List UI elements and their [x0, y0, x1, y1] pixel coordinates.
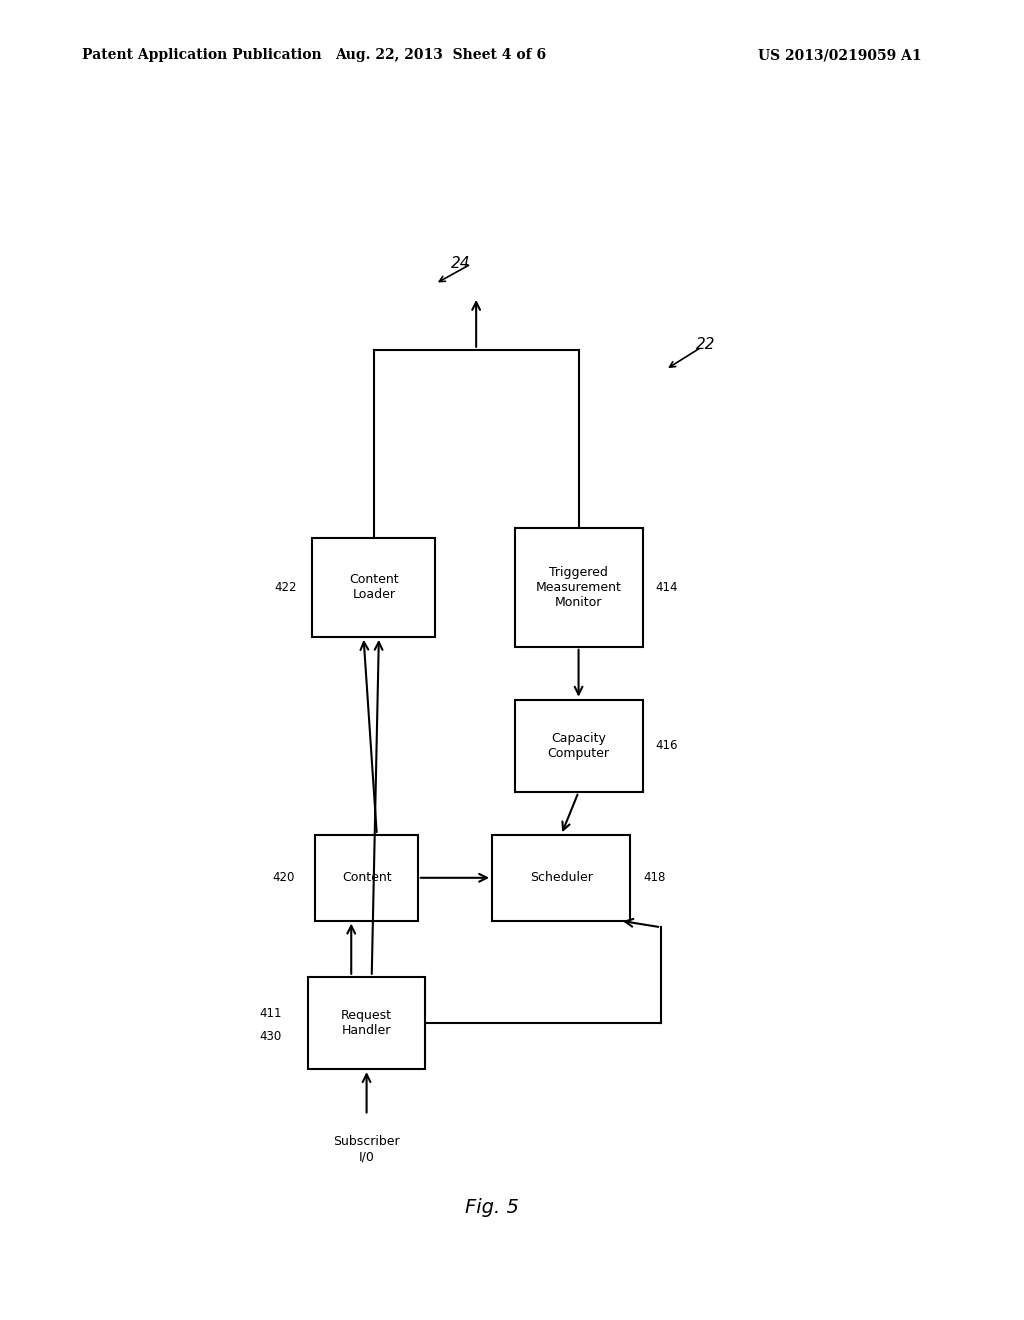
Text: Fig. 5: Fig. 5	[465, 1199, 518, 1217]
FancyBboxPatch shape	[315, 836, 418, 921]
FancyBboxPatch shape	[307, 977, 426, 1069]
Text: 420: 420	[272, 871, 295, 884]
Text: Triggered
Measurement
Monitor: Triggered Measurement Monitor	[536, 566, 622, 609]
Text: 414: 414	[655, 581, 678, 594]
Text: 418: 418	[643, 871, 666, 884]
Text: 422: 422	[274, 581, 297, 594]
Text: US 2013/0219059 A1: US 2013/0219059 A1	[758, 49, 922, 62]
Text: Content
Loader: Content Loader	[349, 573, 398, 602]
Text: Content: Content	[342, 871, 391, 884]
Text: Aug. 22, 2013  Sheet 4 of 6: Aug. 22, 2013 Sheet 4 of 6	[335, 49, 546, 62]
Text: Capacity
Computer: Capacity Computer	[548, 731, 609, 760]
Text: Request
Handler: Request Handler	[341, 1008, 392, 1038]
FancyBboxPatch shape	[493, 836, 631, 921]
Text: 430: 430	[259, 1030, 282, 1043]
Text: Subscriber
I/0: Subscriber I/0	[333, 1135, 400, 1163]
Text: 24: 24	[451, 256, 470, 271]
Text: Scheduler: Scheduler	[529, 871, 593, 884]
Text: 411: 411	[259, 1007, 282, 1020]
FancyBboxPatch shape	[312, 539, 435, 636]
FancyBboxPatch shape	[514, 700, 643, 792]
Text: 22: 22	[696, 338, 716, 352]
Text: Patent Application Publication: Patent Application Publication	[82, 49, 322, 62]
FancyBboxPatch shape	[514, 528, 643, 647]
Text: 416: 416	[655, 739, 678, 752]
